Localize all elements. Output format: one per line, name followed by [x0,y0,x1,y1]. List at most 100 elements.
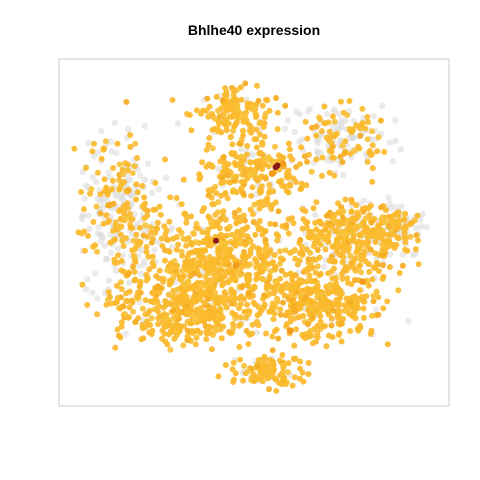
point-expressed [349,216,356,223]
point-expressed [156,203,163,210]
point-expressed [215,276,222,283]
point-expressed [196,272,203,279]
point-expressed [180,323,187,330]
point-expressed [275,335,282,342]
point-unexpressed [385,194,392,201]
point-expressed [100,146,107,153]
point-expressed [173,246,180,253]
point-expressed [269,300,276,307]
point-expressed [273,95,280,101]
point-expressed [161,223,168,230]
point-expressed [81,247,88,254]
point-unexpressed [314,139,321,147]
point-unexpressed [89,289,96,296]
point-expressed [294,261,301,268]
point-expressed [338,320,345,327]
point-expressed [141,205,148,212]
point-expressed [291,342,298,349]
point-expressed [237,239,244,246]
point-expressed [243,119,250,126]
point-expressed [395,287,402,294]
point-expressed [203,328,210,335]
point-expressed [336,311,343,317]
point-expressed [266,386,272,393]
point-expressed [184,267,191,274]
point-expressed [184,254,191,261]
point-expressed [274,298,281,305]
point-expressed [325,229,332,236]
point-expressed [328,140,335,147]
point-expressed [141,194,148,201]
point-expressed [277,372,284,379]
point-unexpressed [399,251,406,258]
point-expressed [305,321,311,328]
point-expressed [255,304,262,311]
point-expressed [277,275,284,282]
point-expressed [308,168,315,175]
point-unexpressed [291,128,298,135]
point-expressed [313,338,319,345]
point-expressed [132,276,139,283]
point-unexpressed [94,230,102,237]
point-unexpressed [83,276,91,283]
point-expressed [105,219,112,225]
point-expressed [208,220,215,226]
point-expressed [204,278,210,285]
point-expressed [276,248,283,255]
point-expressed [375,222,381,229]
point-expressed [142,200,148,207]
point-expressed [305,256,312,263]
point-expressed [402,223,409,230]
point-expressed [346,98,353,104]
point-expressed [147,322,154,328]
point-expressed [260,257,267,264]
point-expressed [370,227,376,234]
point-expressed [231,295,238,302]
point-expressed [87,190,93,197]
point-expressed [183,303,190,309]
point-expressed [231,160,238,166]
point-expressed [246,290,252,297]
point-expressed [262,236,269,243]
point-unexpressed [284,117,292,124]
point-expressed [284,369,291,376]
point-expressed [129,170,136,176]
point-expressed [205,226,212,233]
point-expressed [339,214,346,221]
point-unexpressed [360,197,367,204]
point-expressed [174,321,181,328]
point-expressed [322,246,329,253]
point-expressed [229,173,236,180]
point-expressed [369,178,376,185]
point-expressed [162,257,168,264]
point-expressed [310,287,317,294]
point-expressed [179,252,186,259]
point-expressed [292,255,299,262]
point-expressed [358,269,364,276]
point-unexpressed [162,174,170,181]
point-expressed [343,232,350,238]
point-expressed [272,221,279,228]
point-expressed [311,240,318,247]
point-expressed [378,204,385,211]
point-expressed [289,215,295,222]
point-expressed [173,195,180,201]
point-expressed [179,267,186,274]
point-expressed [107,239,114,246]
point-expressed [242,217,248,224]
point-expressed [290,175,297,182]
point-expressed [221,289,228,296]
point-unexpressed [105,277,113,284]
point-expressed [266,308,273,315]
point-unexpressed [174,120,182,127]
point-expressed [401,216,408,223]
point-expressed [205,267,212,274]
point-expressed [188,320,195,327]
point-expressed [216,113,223,120]
point-expressed [354,209,361,216]
point-expressed [222,362,229,368]
point-expressed [284,309,291,316]
point-expressed [188,127,195,134]
point-expressed [350,126,357,133]
point-expressed [129,216,136,223]
